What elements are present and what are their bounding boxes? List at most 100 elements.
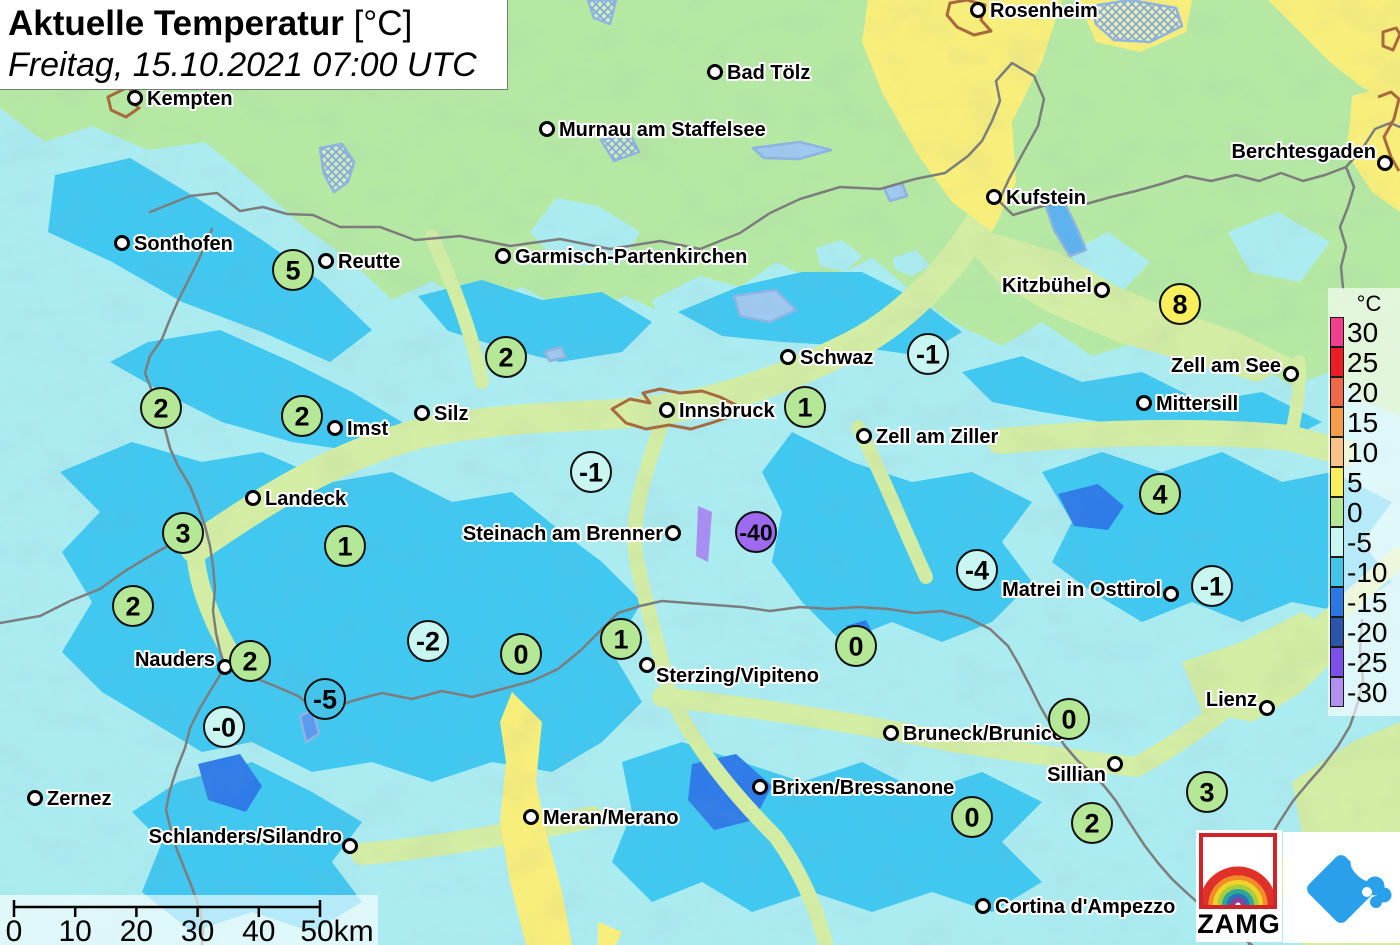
city-marker: Innsbruck — [659, 398, 777, 424]
city-label: Zell am See — [1171, 355, 1281, 377]
city-dot-icon — [495, 248, 511, 264]
city-marker: Kufstein — [986, 185, 1088, 211]
city-dot-icon — [1377, 155, 1393, 171]
city-marker: Sonthofen — [114, 231, 235, 257]
title-box: Aktuelle Temperatur [°C] Freitag, 15.10.… — [0, 0, 508, 90]
city-marker: Zernez — [27, 786, 113, 812]
page-title: Aktuelle Temperatur [°C] — [8, 4, 497, 44]
city-marker: Zell am See — [1169, 353, 1299, 382]
city-label: Innsbruck — [679, 400, 775, 422]
legend-swatch — [1330, 347, 1344, 377]
legend-unit-label: °C — [1356, 291, 1382, 316]
station-marker: 0 — [500, 633, 542, 675]
station-temperature-value: 2 — [498, 343, 513, 373]
station-temperature-value: -5 — [313, 685, 337, 715]
city-dot-icon — [780, 349, 796, 365]
legend-entry: -30 — [1328, 677, 1400, 708]
city-label: Lienz — [1206, 689, 1257, 711]
city-label: Meran/Merano — [543, 807, 679, 829]
legend-entry: 30 — [1328, 317, 1400, 348]
legend-swatch — [1330, 497, 1344, 527]
station-temperature-value: 0 — [1061, 705, 1076, 735]
city-label: Steinach am Brenner — [463, 523, 663, 545]
scale-bar: 0 10 20 30 40 50km — [0, 895, 378, 945]
station-circle — [1159, 283, 1201, 325]
legend-swatch — [1330, 377, 1344, 407]
city-label: Zell am Ziller — [876, 426, 998, 448]
legend-value-label: 5 — [1347, 467, 1363, 498]
station-marker: -40 — [735, 511, 777, 553]
station-marker: -1 — [907, 333, 949, 375]
city-marker: Matrei in Osttirol — [1000, 577, 1179, 603]
scale-bar-label: 30 — [181, 915, 214, 945]
legend-value-label: 25 — [1347, 347, 1379, 378]
station-circle — [140, 387, 182, 429]
station-temperature-value: -2 — [416, 627, 440, 657]
border-austria-italy — [223, 599, 1254, 945]
city-marker: Zell am Ziller — [856, 424, 1000, 450]
legend-value-label: -10 — [1347, 557, 1388, 588]
city-marker: Brixen/Bressanone — [752, 775, 956, 801]
city-marker: Garmisch-Partenkirchen — [495, 244, 749, 270]
station-marker: -4 — [956, 549, 998, 591]
scale-bar-label: 50km — [300, 915, 373, 945]
city-label: Garmisch-Partenkirchen — [515, 246, 747, 268]
legend-entry: 25 — [1328, 347, 1400, 378]
city-marker: Imst — [327, 416, 390, 442]
station-circle — [784, 386, 826, 428]
cities-layer: Kempten Bad Tölz Rosenheim Murnau am Staffe… — [27, 0, 1393, 920]
station-circle — [281, 395, 323, 437]
legend-entry: 10 — [1328, 437, 1400, 468]
city-marker: Rosenheim — [970, 0, 1100, 24]
city-marker: Murnau am Staffelsee — [539, 117, 768, 143]
border-swiss-spur — [0, 538, 180, 625]
zamg-logo-text: ZAMG — [1197, 909, 1281, 939]
city-marker: Mittersill — [1136, 391, 1240, 417]
legend-entry: 5 — [1328, 467, 1400, 498]
city-label: Landeck — [265, 488, 347, 510]
legend-swatch — [1330, 647, 1344, 677]
city-marker: Steinach am Brenner — [461, 521, 681, 547]
city-dot-icon — [970, 2, 986, 18]
city-dot-icon — [327, 420, 343, 436]
station-circle — [162, 512, 204, 554]
station-temperature-value: 3 — [175, 519, 190, 549]
border-west — [143, 227, 227, 669]
legend-entry: -10 — [1328, 557, 1400, 588]
legend-color-scale: 30 25 20 15 10 5 0 -5 -10 -15 -20 -25 -30 — [1328, 317, 1400, 708]
city-marker: Reutte — [318, 249, 402, 275]
city-dot-icon — [1107, 756, 1123, 772]
city-dot-icon — [975, 898, 991, 914]
station-marker: -5 — [304, 678, 346, 720]
city-dot-icon — [665, 525, 681, 541]
station-marker: 5 — [272, 249, 314, 291]
city-dot-icon — [318, 253, 334, 269]
city-label: Reutte — [338, 251, 400, 273]
legend-entry: 0 — [1328, 497, 1400, 528]
temperature-legend: °C 30 25 20 15 10 5 0 -5 -10 -15 -20 -25 -30 — [1328, 288, 1400, 716]
legend-swatch — [1330, 527, 1344, 557]
scale-bar-label: 10 — [59, 915, 92, 945]
station-circle — [500, 633, 542, 675]
city-dot-icon — [707, 64, 723, 80]
legend-entry: -15 — [1328, 587, 1400, 618]
city-marker: Berchtesgaden — [1230, 139, 1393, 171]
scale-bar-label: 40 — [242, 915, 275, 945]
city-marker: Sterzing/Vipiteno — [639, 657, 821, 689]
city-marker: Kempten — [127, 86, 235, 112]
station-temperature-value: -0 — [212, 713, 236, 743]
city-label: Kufstein — [1006, 187, 1086, 209]
station-circle — [1048, 698, 1090, 740]
station-circle — [1191, 565, 1233, 607]
city-marker: Landeck — [245, 486, 349, 512]
city-label: Cortina d'Ampezzo — [995, 896, 1175, 918]
zamg-logo-frame — [1199, 833, 1277, 910]
city-dot-icon — [245, 490, 261, 506]
station-marker: 8 — [1159, 283, 1201, 325]
partner-logo — [1283, 832, 1400, 943]
station-temperature-value: 8 — [1172, 290, 1187, 320]
city-label: Mittersill — [1156, 393, 1238, 415]
station-circle — [485, 336, 527, 378]
